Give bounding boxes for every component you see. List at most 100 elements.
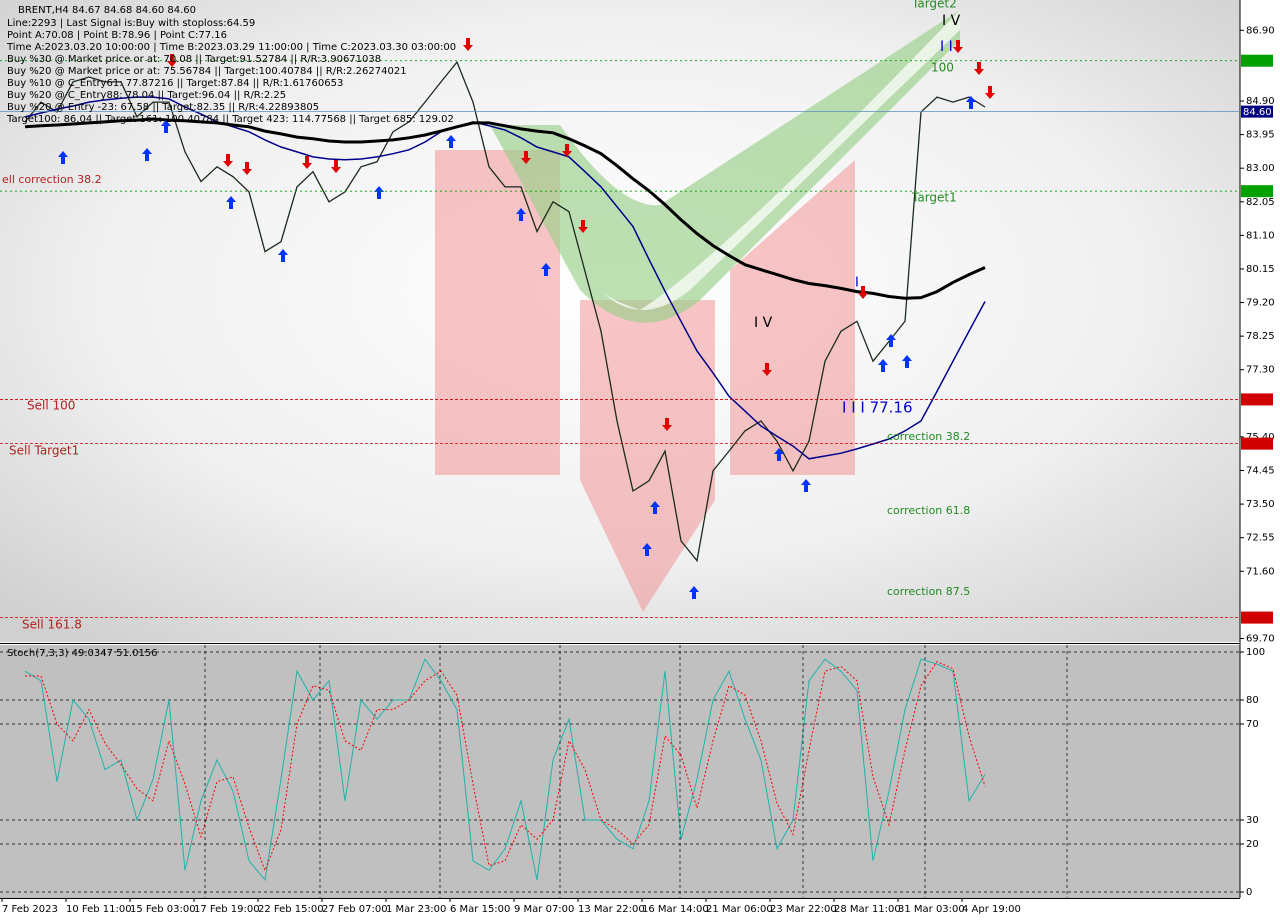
buy-arrow [516,208,526,221]
y-tick-label: 79.20 [1246,298,1275,309]
buy-arrow [142,148,152,161]
sell-arrow [974,62,984,75]
sell-arrow [331,160,341,173]
level-tag [1241,393,1273,406]
buy-arrow [58,151,68,164]
series-line [24,60,986,563]
info-line: Time A:2023.03.20 10:00:00 | Time B:2023… [6,42,456,53]
y-tick-label: 73.50 [1246,499,1275,510]
y-tick-label: 20 [1246,839,1259,850]
annotation: I I I 77.16 [842,399,913,417]
x-tick-label: 27 Feb 07:00 [322,904,388,915]
watermark [435,10,960,612]
buy-arrow [650,501,660,514]
buy-arrow [278,249,288,262]
info-line: Buy %30 @ Market price or at: 70.08 || T… [7,54,381,65]
x-tick-label: 22 Feb 15:00 [258,904,324,915]
y-tick-label: 78.25 [1246,331,1275,342]
sell-arrow [223,154,233,167]
x-tick-label: 4 Apr 19:00 [962,904,1021,915]
info-line: Buy %20 @ Entry -23: 67.58 || Target:82.… [7,102,319,113]
buy-arrow [642,543,652,556]
y-tick-label: 77.30 [1246,365,1275,376]
sell-arrow [578,220,588,233]
level-tag [1241,611,1273,624]
annotation: correction 38.2 [887,430,970,443]
info-line: Buy %20 @ Market price or at: 75.56784 |… [7,66,407,77]
y-tick-label: 81.10 [1246,230,1275,241]
annotation: I [855,276,859,291]
x-tick-label: 13 Mar 22:00 [578,904,645,915]
buy-arrow [878,359,888,372]
x-tick-label: 16 Mar 14:00 [642,904,709,915]
buy-arrow [541,263,551,276]
x-tick-label: 10 Feb 11:00 [66,904,132,915]
annotation: Target2 [911,0,957,11]
info-line: Line:2293 | Last Signal is:Buy with stop… [7,18,255,29]
sell-arrow [302,156,312,169]
series-line [24,658,986,882]
y-tick-label: 80.15 [1246,264,1275,275]
sell-arrow [463,38,473,51]
buy-arrow [902,355,912,368]
annotation: ell correction 38.2 [2,173,102,186]
x-tick-label: 17 Feb 19:00 [194,904,260,915]
sell-arrow [858,286,868,299]
buy-arrow [374,186,384,199]
x-tick-label: 15 Feb 03:00 [130,904,196,915]
x-tick-label: 31 Mar 03:00 [898,904,965,915]
info-line: Point A:70.08 | Point B:78.96 | Point C:… [7,30,227,41]
stoch-pane [0,645,1240,898]
sell-arrow [562,144,572,157]
buy-arrow [801,479,811,492]
annotation: Target1 [911,191,957,205]
series-line [25,660,986,872]
y-tick-label: 100 [1246,647,1265,658]
annotation: I I [940,39,953,55]
y-tick-label: 72.55 [1246,533,1275,544]
price-pane [0,0,1240,642]
pane-title: BRENT,H4 84.67 84.68 84.60 84.60 [18,5,196,16]
annotation: Sell 100 [27,399,75,413]
sell-arrow [521,151,531,164]
series-line [24,117,986,300]
x-tick-label: 6 Mar 15:00 [450,904,510,915]
y-tick-label: 83.95 [1246,130,1275,141]
x-tick-label: 21 Mar 06:00 [706,904,773,915]
level-label: 84.60 [1243,107,1272,118]
buy-arrow [966,96,976,109]
info-line: Buy %20 @ C_Entry88: 78.04 || Target:96.… [7,90,286,101]
sell-arrow [985,86,995,99]
info-line: Buy %10 @ C_Entry61: 77.87216 || Target:… [7,78,343,89]
y-tick-label: 74.45 [1246,466,1275,477]
y-tick-label: 75.40 [1246,432,1275,443]
annotation: I V [942,13,961,29]
buy-arrow [774,448,784,461]
pane-title: Stoch(7,3,3) 49.0347 51.0156 [7,648,158,659]
annotation: I V [754,315,773,331]
x-tick-label: 28 Mar 11:00 [834,904,901,915]
level-tag [1241,105,1273,118]
buy-arrow [446,135,456,148]
x-tick-label: 1 Mar 23:00 [386,904,446,915]
sell-arrow [242,162,252,175]
buy-arrow [226,196,236,209]
axis-area [1240,0,1280,920]
y-tick-label: 84.90 [1246,96,1275,107]
annotation: Sell Target1 [9,444,79,458]
x-tick-label: 23 Mar 22:00 [770,904,837,915]
price-layer: ell correction 38.2 Sell 100 Sell Target1 S… [2,0,995,632]
y-tick-label: 71.60 [1246,566,1275,577]
annotation: Sell 161.8 [22,618,82,632]
sell-arrow [762,363,772,376]
x-tick-label: 7 Feb 2023 [2,904,58,915]
y-tick-label: 30 [1246,815,1259,826]
y-tick-label: 83.00 [1246,163,1275,174]
annotation: correction 87.5 [887,585,970,598]
buy-arrow [161,120,171,133]
buy-arrow [689,586,699,599]
series-line [24,96,986,460]
annotation: 100 [931,61,954,75]
